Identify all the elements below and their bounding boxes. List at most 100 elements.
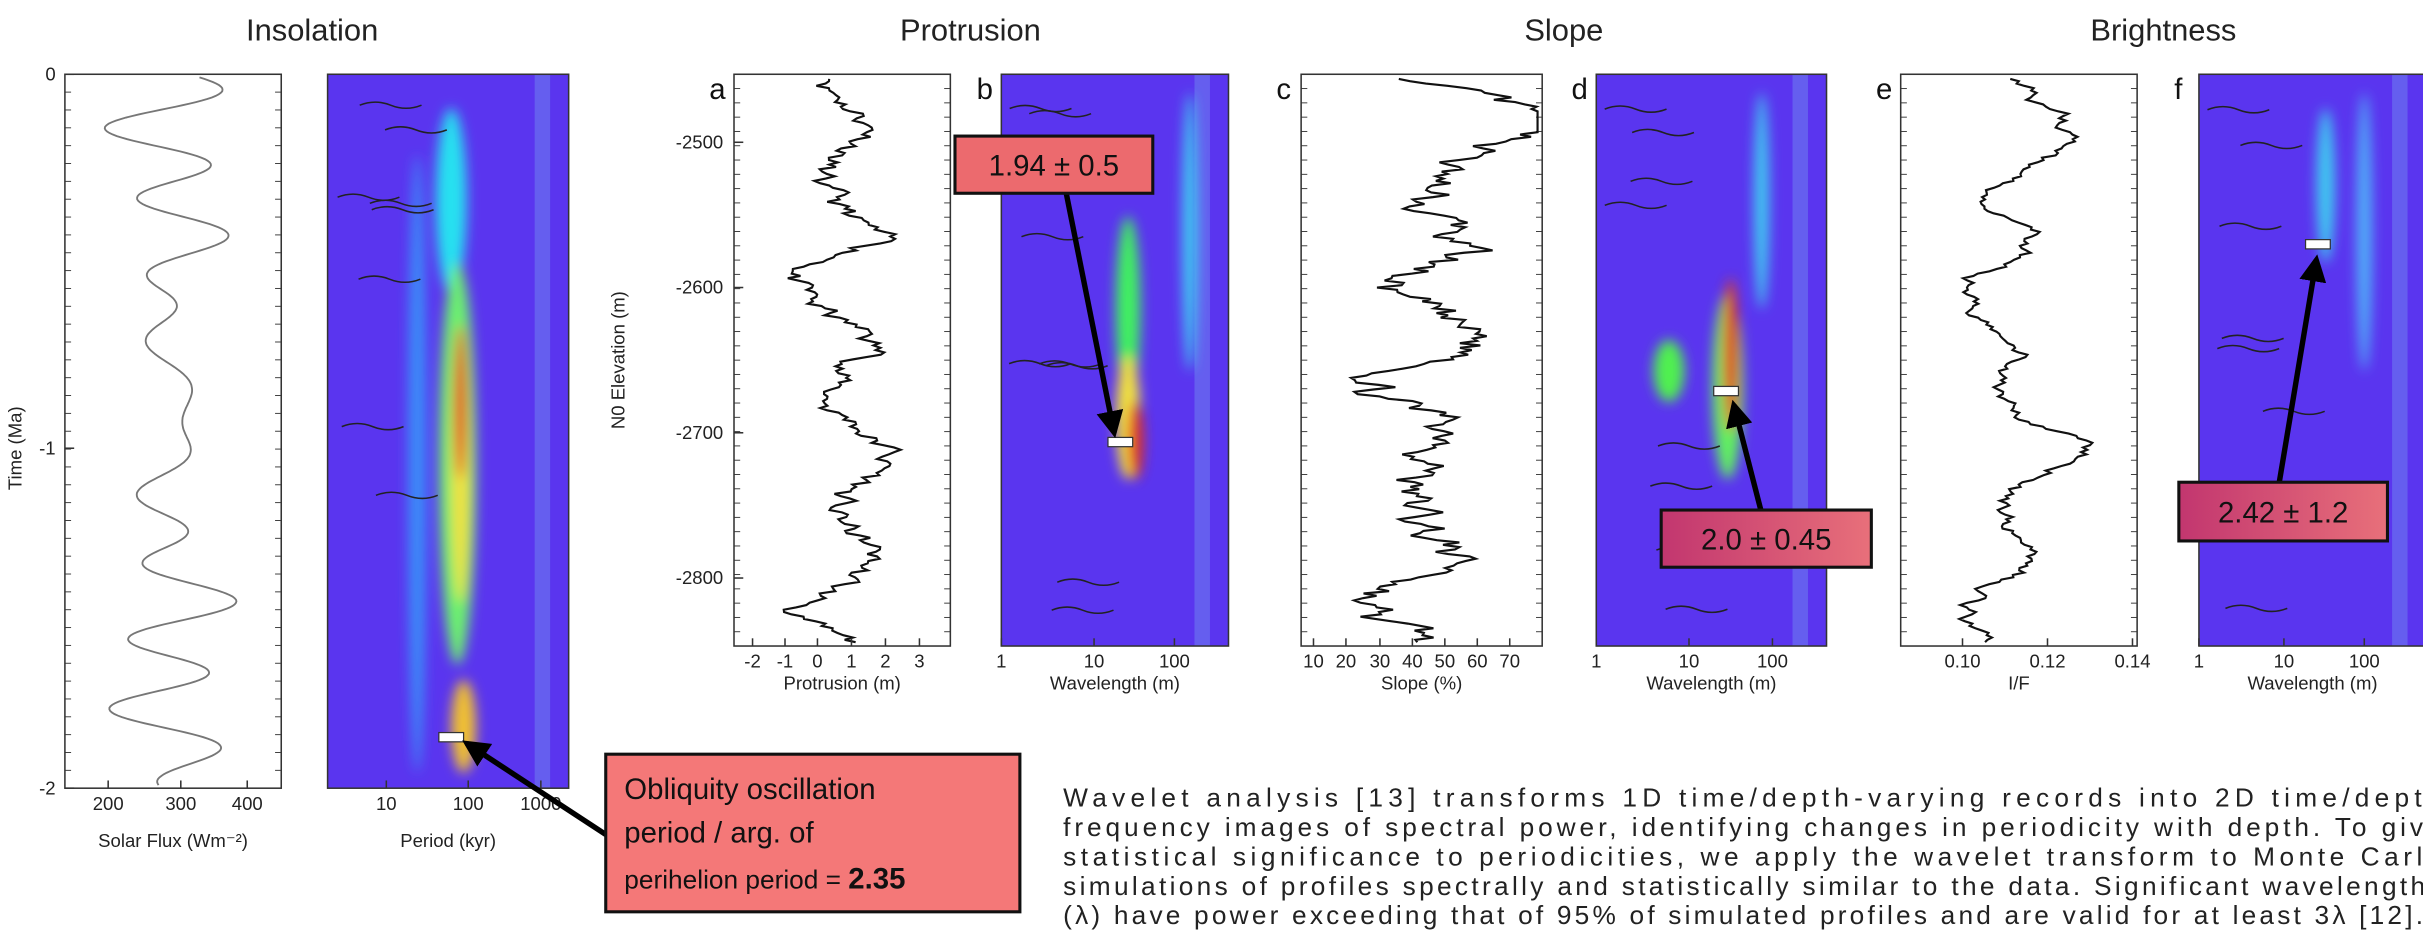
heat-blob [1128, 401, 1144, 480]
contour [1630, 177, 1693, 186]
y-tick-label: -2 [39, 777, 55, 798]
contour [2221, 334, 2284, 343]
x-axis-label: Slope (%) [1381, 672, 1462, 693]
heatmap [2198, 73, 2423, 647]
heat-blob [435, 108, 467, 294]
x-tick-label: 50 [1435, 651, 1456, 672]
annotation-box [953, 134, 1155, 195]
caption-line: simulations of profiles spectrally and s… [1063, 871, 2423, 901]
heat-blob [2316, 108, 2335, 263]
panel-letter: e [1876, 73, 1892, 106]
x-tick-label: 60 [1467, 651, 1488, 672]
x-axis-label: Protrusion (m) [783, 672, 900, 693]
x-tick-label: 0.10 [1944, 651, 1980, 672]
marker [438, 731, 465, 743]
annotation-box [1659, 508, 1873, 569]
title: Insolation [246, 12, 378, 47]
caption-line: statistical significance to periodicitie… [1063, 841, 2423, 871]
heat-blob [407, 154, 427, 773]
x-tick-label: 1 [996, 651, 1006, 672]
marker [1713, 385, 1740, 397]
annotation-text: 2.42 ± 1.2 [2218, 496, 2348, 529]
heat-blob [1653, 340, 1685, 402]
x-tick-label: 100 [453, 793, 484, 814]
y-axis-label: N0 Elevation (m) [607, 291, 628, 429]
contour [1038, 360, 1102, 368]
panel-letter: f [2174, 73, 2183, 106]
x-tick-label: 30 [1370, 651, 1391, 672]
heat-blob [454, 324, 467, 480]
axes-frame [1595, 73, 1828, 647]
x-axis-label: Wavelength (m) [2247, 672, 2377, 693]
arrow [462, 740, 608, 837]
x-tick-label: 400 [232, 793, 263, 814]
annotation-text: 2.0 ± 0.45 [1701, 523, 1831, 556]
caption-line: Wavelet analysis [13] transforms 1D time… [1063, 783, 2423, 813]
caption-line: (λ) have power exceeding that of 95% of … [1063, 900, 2423, 930]
profile-line [1956, 77, 2095, 643]
annotation-text: perihelion period = [624, 865, 848, 895]
x-axis-label: I/F [2008, 672, 2030, 693]
x-tick-label: 10 [1303, 651, 1324, 672]
contour [2207, 105, 2270, 114]
heatmap-band [2392, 74, 2408, 647]
heat-blob [1182, 92, 1198, 371]
heatmap-band [534, 74, 551, 789]
x-tick-label: 10 [1084, 651, 1105, 672]
annotation-text: period / arg. of [624, 816, 814, 849]
x-tick-label: 2 [880, 651, 890, 672]
panel-letter: a [709, 73, 726, 106]
x-tick-label: 100 [1757, 651, 1788, 672]
arrow [1726, 399, 1765, 514]
x-tick-label: 10 [2274, 651, 2295, 672]
annotation-text: 1.94 ± 0.5 [989, 149, 1119, 182]
heatmap-bg [2198, 74, 2423, 647]
panel-letter: b [977, 73, 993, 106]
heatmap-band [1194, 74, 1210, 647]
contour [1009, 104, 1072, 113]
x-tick-label: 0.14 [2114, 651, 2150, 672]
contour [341, 422, 404, 431]
contour [1028, 109, 1092, 118]
contour [337, 193, 400, 202]
y-tick-label: -2800 [676, 567, 723, 588]
marker [2304, 238, 2331, 250]
heat-blob [2356, 92, 2373, 371]
title: Brightness [2090, 12, 2236, 47]
contour [359, 101, 422, 110]
x-tick-label: 300 [165, 793, 196, 814]
y-tick-label: -2500 [676, 131, 723, 152]
axes-frame [733, 73, 952, 647]
y-tick-label: -2700 [676, 422, 723, 443]
x-axis-label: Wavelength (m) [1050, 672, 1180, 693]
y-axis-label: Time (Ma) [5, 406, 26, 490]
x-tick-label: 200 [93, 793, 124, 814]
marker [1107, 436, 1134, 448]
panel-letter: c [1276, 73, 1291, 106]
contour [1051, 606, 1114, 615]
contour [2225, 604, 2288, 613]
x-axis-label: Wavelength (m) [1646, 672, 1776, 693]
contour [1056, 578, 1120, 587]
x-tick-label: 1 [1591, 651, 1601, 672]
x-tick-label: 10 [376, 793, 397, 814]
arrow [1063, 192, 1124, 439]
caption-line: frequency images of spectral power, iden… [1063, 812, 2423, 842]
x-tick-label: 100 [2349, 651, 2380, 672]
title: Slope [1524, 12, 1603, 47]
contour [1631, 128, 1695, 137]
x-tick-label: 70 [1499, 651, 1520, 672]
x-tick-label: 40 [1402, 651, 1423, 672]
y-tick-label: 0 [45, 63, 55, 84]
contour [369, 199, 432, 208]
annotation-value: 2.35 [848, 863, 905, 896]
heat-blob [1115, 216, 1141, 402]
x-tick-label: 20 [1336, 651, 1357, 672]
insolation-line [103, 76, 238, 786]
y-tick-label: -2600 [676, 277, 723, 298]
contour [1604, 201, 1667, 210]
y-tick-label: -1 [39, 437, 55, 458]
contour [1604, 105, 1667, 113]
heatmap-blobs [2316, 92, 2373, 371]
annotation-text: Obliquity oscillation [624, 773, 875, 806]
